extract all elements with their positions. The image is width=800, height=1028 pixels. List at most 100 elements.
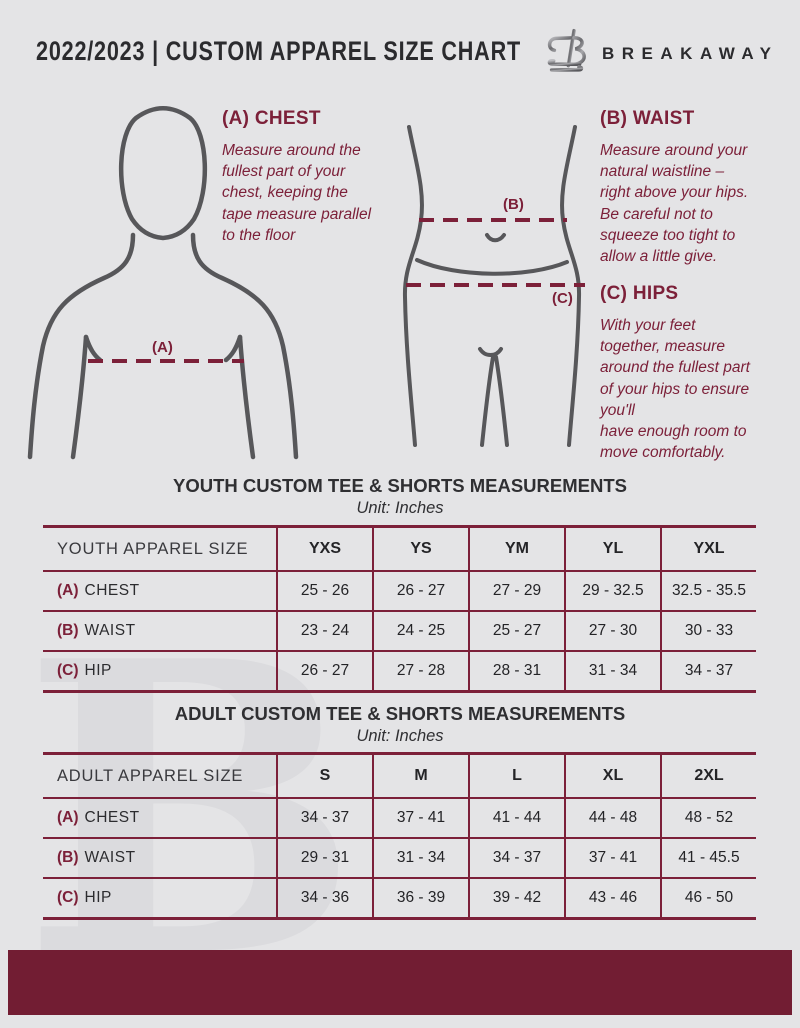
adult-chest-row-label: (A) CHEST	[43, 799, 276, 837]
youth-waist-row-label: (B) WAIST	[43, 612, 276, 650]
youth-section-unit: Unit: Inches	[356, 499, 444, 517]
adult-section-unit: Unit: Inches	[356, 727, 444, 745]
row-prefix: (C)	[57, 889, 79, 906]
brand-logo: BREAKAWAY	[546, 26, 778, 81]
youth-size-col-yxs: YXS	[276, 528, 372, 570]
table-cell: 34 - 36	[276, 879, 372, 917]
table-cell: 27 - 28	[372, 652, 468, 690]
waist-line-label: (B)	[503, 196, 524, 213]
table-cell: 27 - 30	[564, 612, 660, 650]
chest-measure-line	[88, 359, 244, 363]
table-cell: 26 - 27	[372, 572, 468, 610]
adult-size-col-m: M	[372, 755, 468, 797]
waist-instruction-heading: (B) WAIST	[600, 108, 695, 129]
table-cell: 34 - 37	[276, 799, 372, 837]
adult-size-col-2xl: 2XL	[660, 755, 756, 797]
table-cell: 30 - 33	[660, 612, 756, 650]
table-cell: 25 - 27	[468, 612, 564, 650]
chest-instruction-heading: (A) CHEST	[222, 108, 321, 129]
table-cell: 43 - 46	[564, 879, 660, 917]
row-label: HIP	[84, 889, 112, 906]
row-prefix: (A)	[57, 582, 79, 599]
adult-hip-row-label: (C) HIP	[43, 879, 276, 917]
chest-line-label: (A)	[152, 339, 173, 356]
table-cell: 23 - 24	[276, 612, 372, 650]
youth-table-header-label: YOUTH APPAREL SIZE	[57, 539, 249, 558]
chest-instruction-body: Measure around the fullest part of your …	[222, 142, 372, 244]
table-cell: 48 - 52	[660, 799, 756, 837]
table-cell: 29 - 31	[276, 839, 372, 877]
hips-instruction: (C) HIPS With your feet together, measur…	[600, 283, 795, 464]
waist-measure-line	[419, 218, 567, 222]
youth-size-col-yxl: YXL	[660, 528, 756, 570]
torso-outline	[27, 106, 299, 460]
row-label: HIP	[84, 662, 112, 679]
hips-instruction-body: With your feet together, measure around …	[600, 317, 750, 462]
row-label: CHEST	[84, 582, 140, 599]
youth-size-col-yl: YL	[564, 528, 660, 570]
breakaway-monogram-icon	[546, 26, 588, 81]
table-cell: 34 - 37	[468, 839, 564, 877]
row-label: WAIST	[84, 849, 136, 866]
row-label: WAIST	[84, 622, 136, 639]
youth-size-col-ym: YM	[468, 528, 564, 570]
youth-hip-row: (C) HIP 26 - 27 27 - 28 28 - 31 31 - 34 …	[43, 652, 756, 690]
adult-chest-row: (A) CHEST 34 - 37 37 - 41 41 - 44 44 - 4…	[43, 799, 756, 839]
adult-size-col-xl: XL	[564, 755, 660, 797]
youth-table-header-row: YOUTH APPAREL SIZE YXS YS YM YL YXL	[43, 528, 756, 572]
lower-body-diagram	[395, 105, 595, 460]
table-cell: 37 - 41	[372, 799, 468, 837]
table-cell: 37 - 41	[564, 839, 660, 877]
adult-section-title: ADULT CUSTOM TEE & SHORTS MEASUREMENTS	[174, 703, 626, 724]
adult-table-header-row: ADULT APPAREL SIZE S M L XL 2XL	[43, 755, 756, 799]
table-cell: 39 - 42	[468, 879, 564, 917]
table-cell: 36 - 39	[372, 879, 468, 917]
waist-instruction-body: Measure around your natural waistline – …	[600, 142, 749, 266]
youth-hip-row-label: (C) HIP	[43, 652, 276, 690]
table-cell: 44 - 48	[564, 799, 660, 837]
brand-name: BREAKAWAY	[602, 43, 779, 63]
adult-size-table: ADULT APPAREL SIZE S M L XL 2XL (A) CHES…	[43, 752, 756, 920]
row-prefix: (B)	[57, 622, 79, 639]
adult-waist-row: (B) WAIST 29 - 31 31 - 34 34 - 37 37 - 4…	[43, 839, 756, 879]
row-prefix: (A)	[57, 809, 79, 826]
row-prefix: (B)	[57, 849, 79, 866]
youth-chest-row-label: (A) CHEST	[43, 572, 276, 610]
adult-hip-row: (C) HIP 34 - 36 36 - 39 39 - 42 43 - 46 …	[43, 879, 756, 917]
adult-waist-row-label: (B) WAIST	[43, 839, 276, 877]
table-cell: 31 - 34	[372, 839, 468, 877]
row-label: CHEST	[84, 809, 140, 826]
adult-size-col-s: S	[276, 755, 372, 797]
lower-body-outline	[402, 125, 582, 447]
table-cell: 34 - 37	[660, 652, 756, 690]
hips-measure-line	[406, 283, 585, 287]
row-prefix: (C)	[57, 662, 79, 679]
footer-bar	[8, 950, 792, 1015]
hips-instruction-heading: (C) HIPS	[600, 283, 679, 304]
table-cell: 46 - 50	[660, 879, 756, 917]
table-cell: 41 - 45.5	[660, 839, 756, 877]
youth-section-title: YOUTH CUSTOM TEE & SHORTS MEASUREMENTS	[173, 475, 627, 496]
adult-table-header-label: ADULT APPAREL SIZE	[57, 766, 244, 785]
table-cell: 26 - 27	[276, 652, 372, 690]
table-cell: 28 - 31	[468, 652, 564, 690]
torso-diagram	[20, 105, 310, 465]
youth-size-table: YOUTH APPAREL SIZE YXS YS YM YL YXL (A) …	[43, 525, 756, 693]
table-cell: 29 - 32.5	[564, 572, 660, 610]
waist-instruction: (B) WAIST Measure around your natural wa…	[600, 108, 795, 267]
hips-line-label: (C)	[552, 290, 573, 307]
chest-instruction: (A) CHEST Measure around the fullest par…	[222, 108, 412, 246]
table-cell: 27 - 29	[468, 572, 564, 610]
youth-chest-row: (A) CHEST 25 - 26 26 - 27 27 - 29 29 - 3…	[43, 572, 756, 612]
page-title: 2022/2023 | CUSTOM APPAREL SIZE CHART	[36, 36, 521, 66]
table-cell: 24 - 25	[372, 612, 468, 650]
table-cell: 31 - 34	[564, 652, 660, 690]
table-cell: 32.5 - 35.5	[660, 572, 756, 610]
table-cell: 25 - 26	[276, 572, 372, 610]
brand-watermark-letter: B	[22, 575, 361, 1028]
youth-size-col-ys: YS	[372, 528, 468, 570]
adult-size-col-l: L	[468, 755, 564, 797]
youth-waist-row: (B) WAIST 23 - 24 24 - 25 25 - 27 27 - 3…	[43, 612, 756, 652]
table-cell: 41 - 44	[468, 799, 564, 837]
